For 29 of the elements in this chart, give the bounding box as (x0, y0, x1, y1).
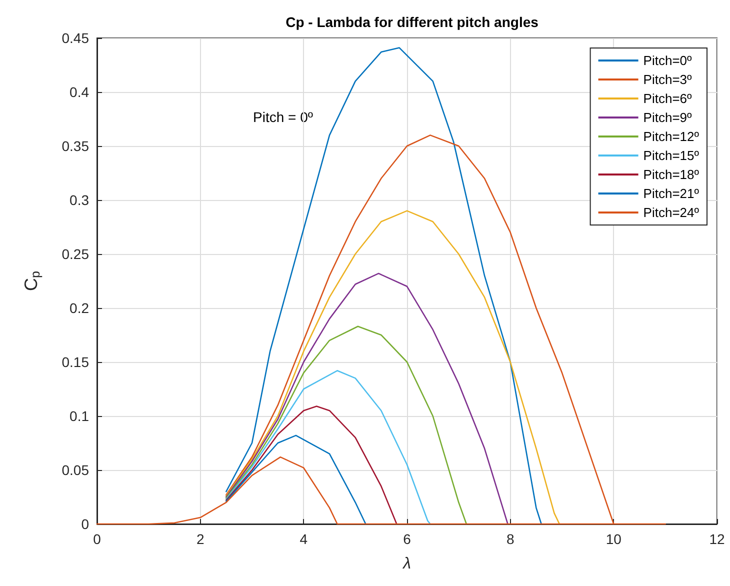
legend-label: Pitch=24º (643, 205, 700, 220)
chart-title: Cp - Lambda for different pitch angles (286, 14, 539, 30)
x-tick-label: 8 (506, 531, 514, 547)
y-tick-label: 0.45 (62, 30, 90, 46)
y-tick-label: 0.35 (62, 138, 90, 154)
x-tick-label: 2 (196, 531, 204, 547)
legend-label: Pitch=21º (643, 186, 700, 201)
y-tick-label: 0.3 (70, 192, 90, 208)
y-tick-label: 0 (81, 516, 90, 532)
x-tick-label: 4 (300, 531, 308, 547)
legend-label: Pitch=6º (643, 91, 692, 106)
legend-label: Pitch=3º (643, 72, 692, 87)
x-axis-title: λ (402, 556, 412, 572)
y-tick-label: 0.25 (62, 246, 90, 262)
y-tick-label: 0.15 (62, 354, 90, 370)
y-tick-label: 0.2 (70, 300, 90, 316)
legend-label: Pitch=15º (643, 148, 700, 163)
legend-label: Pitch=9º (643, 110, 692, 125)
legend-label: Pitch=18º (643, 167, 700, 182)
x-tick-label: 10 (606, 531, 622, 547)
y-tick-label: 0.1 (70, 408, 90, 424)
legend-label: Pitch=0º (643, 53, 692, 68)
y-axis-title: Cp (21, 270, 42, 291)
y-tick-label: 0.05 (62, 462, 90, 478)
legend-label: Pitch=12º (643, 129, 700, 144)
x-tick-label: 0 (93, 531, 102, 547)
x-tick-label: 12 (709, 531, 725, 547)
y-tick-label: 0.4 (70, 84, 90, 100)
x-tick-label: 6 (403, 531, 412, 547)
